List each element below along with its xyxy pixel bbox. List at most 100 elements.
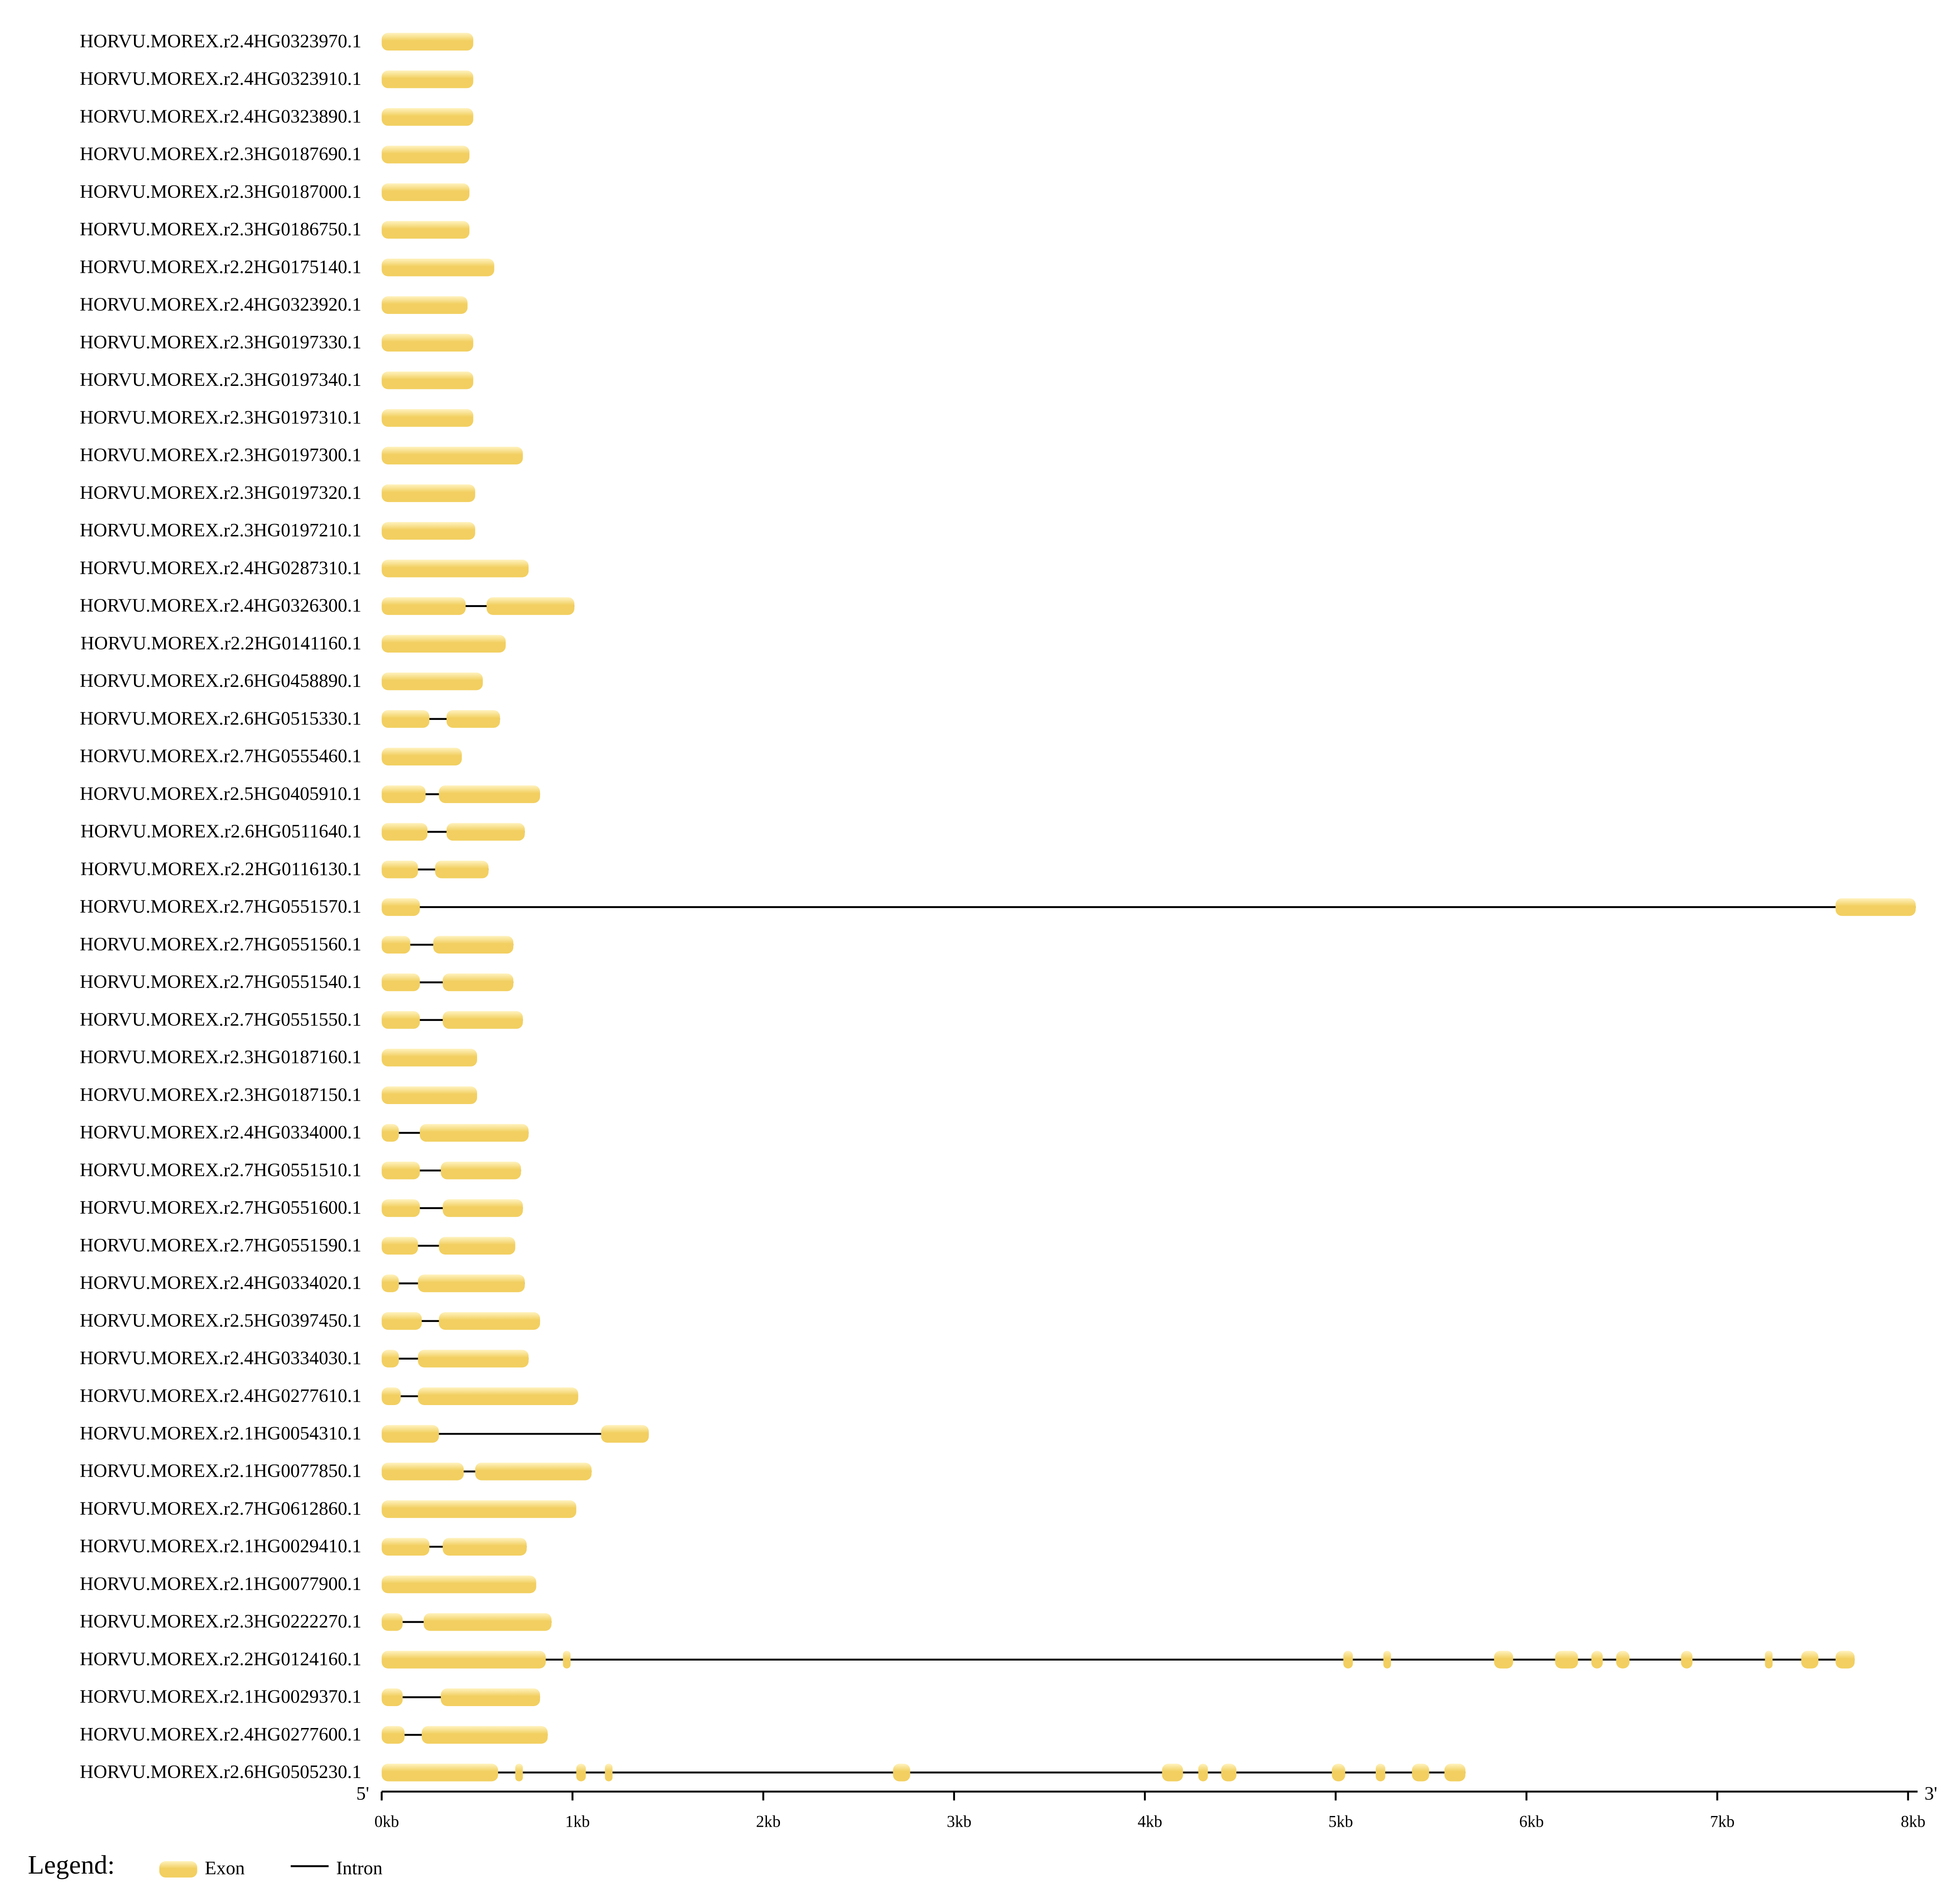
legend-intron-label: Intron bbox=[336, 1858, 383, 1879]
exon bbox=[381, 559, 529, 577]
three-prime-label: 3' bbox=[1924, 1783, 1937, 1804]
gene-label: HORVU.MOREX.r2.2HG0124160.1 bbox=[80, 1649, 362, 1669]
exon bbox=[475, 1462, 592, 1481]
exon bbox=[381, 860, 418, 879]
exon bbox=[381, 1274, 399, 1293]
gene-label: HORVU.MOREX.r2.3HG0197320.1 bbox=[80, 482, 362, 503]
gene-label: HORVU.MOREX.r2.7HG0551600.1 bbox=[80, 1197, 362, 1218]
gene-label: HORVU.MOREX.r2.6HG0511640.1 bbox=[80, 821, 361, 842]
exon bbox=[381, 823, 428, 841]
gene-label: HORVU.MOREX.r2.2HG0116130.1 bbox=[80, 858, 361, 879]
exon bbox=[1332, 1763, 1345, 1782]
gene-label: HORVU.MOREX.r2.4HG0277610.1 bbox=[80, 1385, 362, 1406]
gene-label: HORVU.MOREX.r2.3HG0187160.1 bbox=[80, 1047, 362, 1068]
legend-title: Legend: bbox=[28, 1850, 115, 1879]
exon bbox=[1221, 1763, 1237, 1782]
exon bbox=[381, 522, 475, 540]
gene-label: HORVU.MOREX.r2.1HG0077850.1 bbox=[80, 1460, 362, 1481]
exon bbox=[381, 936, 410, 954]
exon bbox=[381, 1726, 405, 1744]
exon bbox=[381, 259, 494, 276]
gene-label: HORVU.MOREX.r2.7HG0551590.1 bbox=[80, 1235, 362, 1256]
exon bbox=[1835, 1651, 1855, 1669]
exon bbox=[381, 146, 469, 163]
exon bbox=[381, 447, 523, 464]
exon bbox=[381, 296, 468, 314]
exon bbox=[381, 1763, 498, 1782]
exon bbox=[381, 1462, 464, 1481]
exon bbox=[515, 1763, 523, 1782]
gene-label: HORVU.MOREX.r2.7HG0551570.1 bbox=[80, 896, 362, 917]
gene-label: HORVU.MOREX.r2.3HG0222270.1 bbox=[80, 1611, 362, 1632]
exon bbox=[381, 672, 483, 690]
gene-label: HORVU.MOREX.r2.5HG0397450.1 bbox=[80, 1310, 362, 1331]
exon bbox=[1555, 1651, 1578, 1669]
exon bbox=[435, 860, 489, 879]
exon bbox=[381, 334, 473, 352]
exon bbox=[381, 1575, 536, 1594]
exon bbox=[381, 1500, 577, 1518]
exon bbox=[1375, 1763, 1386, 1782]
x-tick-label: 5kb bbox=[1328, 1812, 1353, 1831]
exon bbox=[381, 409, 473, 427]
exon bbox=[381, 1049, 477, 1067]
exon bbox=[439, 785, 540, 803]
gene-label: HORVU.MOREX.r2.4HG0334000.1 bbox=[80, 1122, 362, 1143]
exon bbox=[381, 70, 473, 88]
exon bbox=[381, 1312, 422, 1330]
exon bbox=[1765, 1651, 1773, 1669]
exon bbox=[443, 1199, 523, 1217]
exon bbox=[381, 1124, 399, 1142]
gene-label: HORVU.MOREX.r2.7HG0612860.1 bbox=[80, 1498, 362, 1519]
exon bbox=[601, 1425, 649, 1443]
x-tick-label: 1kb bbox=[565, 1812, 590, 1831]
gene-label: HORVU.MOREX.r2.3HG0187690.1 bbox=[80, 144, 362, 165]
exon bbox=[1198, 1763, 1208, 1782]
exon bbox=[443, 1538, 527, 1556]
exon bbox=[418, 1387, 578, 1405]
x-tick-label: 6kb bbox=[1519, 1812, 1544, 1831]
legend-exon-swatch bbox=[159, 1861, 197, 1878]
x-tick-label: 2kb bbox=[756, 1812, 781, 1831]
exon bbox=[381, 710, 430, 728]
exon bbox=[1616, 1651, 1630, 1669]
gene-label: HORVU.MOREX.r2.4HG0334020.1 bbox=[80, 1272, 362, 1293]
gene-label: HORVU.MOREX.r2.3HG0186750.1 bbox=[80, 219, 362, 240]
gene-label: HORVU.MOREX.r2.3HG0197300.1 bbox=[80, 445, 362, 466]
gene-label: HORVU.MOREX.r2.2HG0175140.1 bbox=[80, 256, 362, 277]
exon bbox=[381, 597, 466, 615]
gene-label: HORVU.MOREX.r2.7HG0551550.1 bbox=[80, 1009, 362, 1030]
exon bbox=[1383, 1651, 1391, 1669]
gene-label: HORVU.MOREX.r2.4HG0326300.1 bbox=[80, 595, 362, 616]
exon bbox=[439, 1312, 540, 1330]
exon bbox=[381, 1350, 399, 1368]
exon bbox=[381, 183, 469, 201]
exon bbox=[440, 1688, 540, 1706]
five-prime-label: 5' bbox=[356, 1783, 369, 1804]
exon bbox=[381, 635, 506, 653]
exon bbox=[1835, 898, 1916, 916]
exon bbox=[576, 1763, 586, 1782]
exon bbox=[381, 108, 473, 126]
exon bbox=[418, 1274, 525, 1293]
gene-label: HORVU.MOREX.r2.3HG0197340.1 bbox=[80, 369, 362, 390]
exon bbox=[1801, 1651, 1818, 1669]
exon bbox=[446, 710, 500, 728]
x-tick-label: 7kb bbox=[1710, 1812, 1734, 1831]
exon bbox=[381, 748, 462, 766]
exon bbox=[419, 1124, 529, 1142]
gene-label: HORVU.MOREX.r2.1HG0029410.1 bbox=[80, 1536, 362, 1557]
exon bbox=[381, 1199, 420, 1217]
gene-label: HORVU.MOREX.r2.6HG0515330.1 bbox=[80, 708, 362, 729]
gene-label: HORVU.MOREX.r2.7HG0551540.1 bbox=[80, 971, 362, 992]
x-tick-label: 8kb bbox=[1901, 1812, 1925, 1831]
gene-label: HORVU.MOREX.r2.3HG0187150.1 bbox=[80, 1084, 362, 1105]
exon bbox=[381, 221, 469, 239]
exon bbox=[381, 484, 475, 502]
x-tick-label: 4kb bbox=[1138, 1812, 1162, 1831]
exon bbox=[381, 1161, 420, 1180]
gene-label: HORVU.MOREX.r2.5HG0405910.1 bbox=[80, 783, 362, 804]
gene-label: HORVU.MOREX.r2.1HG0054310.1 bbox=[80, 1423, 362, 1444]
exon bbox=[422, 1726, 548, 1744]
